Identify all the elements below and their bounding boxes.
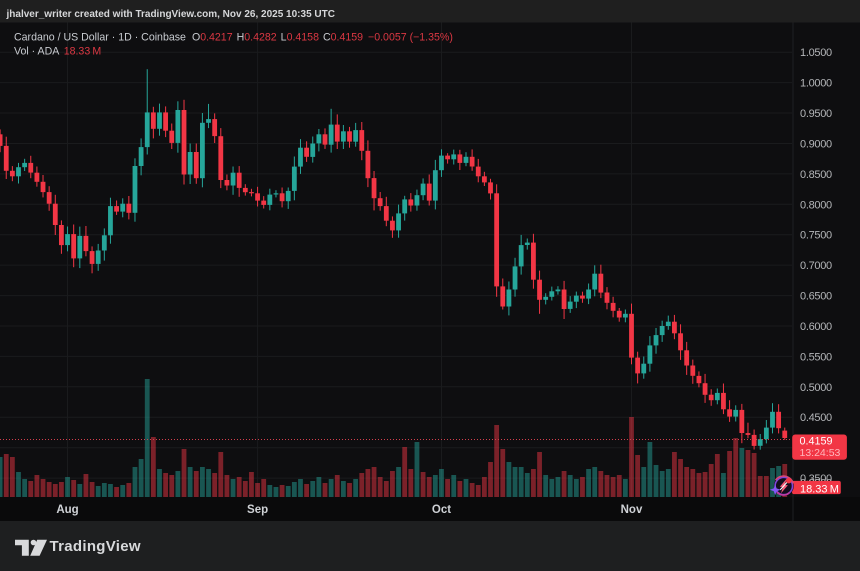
- svg-text:0.6500: 0.6500: [800, 291, 832, 303]
- svg-text:1.0000: 1.0000: [800, 78, 832, 90]
- svg-text:0.4159: 0.4159: [800, 436, 833, 448]
- svg-text:0.9000: 0.9000: [800, 139, 832, 151]
- svg-text:Aug: Aug: [56, 504, 78, 516]
- svg-text:0.8500: 0.8500: [800, 169, 832, 181]
- svg-text:13:24:53: 13:24:53: [800, 447, 841, 459]
- svg-text:0.8000: 0.8000: [800, 199, 832, 211]
- svg-text:1.0500: 1.0500: [800, 47, 832, 59]
- svg-text:0.5000: 0.5000: [800, 382, 832, 394]
- svg-text:Oct: Oct: [432, 504, 451, 516]
- svg-text:Nov: Nov: [621, 504, 643, 516]
- svg-text:0.7500: 0.7500: [800, 230, 832, 242]
- svg-text:0.6000: 0.6000: [800, 321, 832, 333]
- svg-text:0.4500: 0.4500: [800, 412, 832, 424]
- svg-text:TradingView: TradingView: [50, 538, 141, 555]
- svg-text:0.7000: 0.7000: [800, 260, 832, 272]
- svg-text:Vol · ADA 18.33 M: Vol · ADA 18.33 M: [14, 46, 101, 58]
- svg-text:Sep: Sep: [247, 504, 268, 516]
- svg-text:0.5500: 0.5500: [800, 351, 832, 363]
- svg-text:0.9500: 0.9500: [800, 108, 832, 120]
- svg-text:18.33 M: 18.33 M: [800, 484, 839, 496]
- svg-text:jhalver_writer created with Tr: jhalver_writer created with TradingView.…: [6, 9, 335, 20]
